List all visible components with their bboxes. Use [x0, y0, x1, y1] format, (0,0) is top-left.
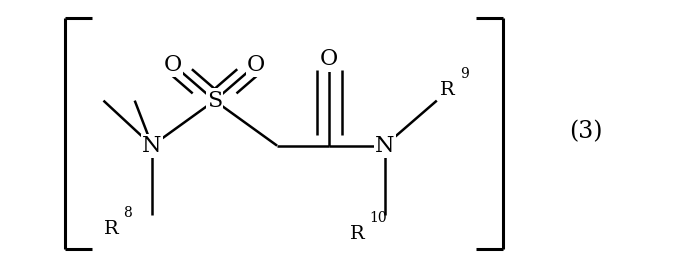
- Text: R: R: [104, 220, 118, 238]
- Text: O: O: [247, 54, 265, 75]
- Text: N: N: [375, 135, 395, 157]
- Text: R: R: [350, 225, 365, 244]
- Text: 9: 9: [460, 67, 468, 80]
- Text: 8: 8: [123, 206, 132, 220]
- Text: O: O: [320, 48, 338, 70]
- Text: R: R: [440, 81, 455, 99]
- Text: 10: 10: [370, 211, 387, 225]
- Text: S: S: [207, 90, 222, 112]
- Text: O: O: [164, 54, 182, 75]
- Text: N: N: [142, 135, 162, 157]
- Text: (3): (3): [569, 120, 603, 143]
